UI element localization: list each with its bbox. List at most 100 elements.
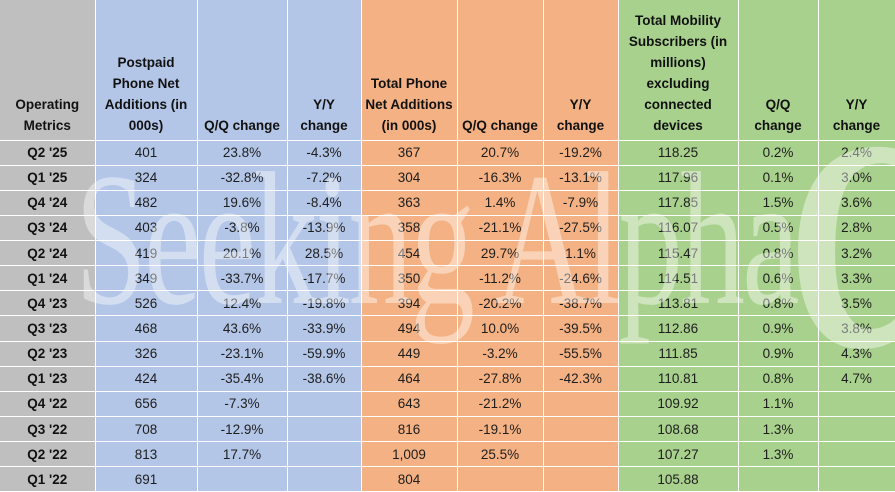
cell-total-mobility-subscribers: 117.85 xyxy=(618,190,739,216)
table-row: Q3 '22 708 -12.9% 816 -19.1% 108.68 1.3% xyxy=(0,416,895,443)
cell-mobility-qq-change: 0.6% xyxy=(738,265,819,292)
cell-mobility-yy-change xyxy=(818,391,895,418)
cell-total-phone-qq-change: -3.2% xyxy=(457,341,544,367)
cell-total-phone-qq-change: -16.3% xyxy=(457,165,544,191)
cell-quarter: Q2 '23 xyxy=(0,341,96,367)
cell-total-phone-yy-change: -39.5% xyxy=(543,315,619,342)
cell-quarter: Q4 '24 xyxy=(0,190,96,216)
cell-total-phone-qq-change: -11.2% xyxy=(457,265,544,292)
table-row: Q1 '23 424 -35.4% -38.6% 464 -27.8% -42.3% 110.… xyxy=(0,366,895,392)
cell-total-phone-yy-change: -19.2% xyxy=(543,140,619,166)
cell-postpaid-net-adds: 526 xyxy=(95,290,198,317)
cell-total-phone-qq-change: 1.4% xyxy=(457,190,544,216)
table-row: Q4 '24 482 19.6% -8.4% 363 1.4% -7.9% 117.85 1.5… xyxy=(0,190,895,216)
cell-mobility-qq-change: 0.1% xyxy=(738,165,819,191)
cell-mobility-qq-change: 1.5% xyxy=(738,190,819,216)
cell-postpaid-yy-change: -33.9% xyxy=(287,315,362,342)
cell-postpaid-yy-change xyxy=(287,416,362,443)
cell-mobility-qq-change: 0.2% xyxy=(738,140,819,166)
header-postpaid-net-adds: Postpaid Phone Net Additions (in 000s) xyxy=(95,0,198,141)
cell-postpaid-yy-change xyxy=(287,391,362,418)
table-row: Q1 '25 324 -32.8% -7.2% 304 -16.3% -13.1% 117.9… xyxy=(0,165,895,191)
cell-total-phone-qq-change: -21.1% xyxy=(457,215,544,242)
cell-total-phone-net-adds: 304 xyxy=(361,165,458,191)
cell-total-phone-yy-change: -24.6% xyxy=(543,265,619,292)
cell-postpaid-qq-change: -23.1% xyxy=(197,341,288,367)
cell-postpaid-yy-change: -19.8% xyxy=(287,290,362,317)
cell-total-phone-net-adds: 816 xyxy=(361,416,458,443)
cell-postpaid-qq-change: 19.6% xyxy=(197,190,288,216)
cell-postpaid-net-adds: 324 xyxy=(95,165,198,191)
cell-quarter: Q2 '24 xyxy=(0,240,96,267)
cell-postpaid-yy-change: -38.6% xyxy=(287,366,362,392)
cell-postpaid-net-adds: 326 xyxy=(95,341,198,367)
cell-quarter: Q1 '24 xyxy=(0,265,96,292)
cell-total-mobility-subscribers: 107.27 xyxy=(618,441,739,468)
cell-total-phone-yy-change: -42.3% xyxy=(543,366,619,392)
cell-postpaid-yy-change xyxy=(287,441,362,468)
cell-total-phone-net-adds: 454 xyxy=(361,240,458,267)
cell-mobility-yy-change: 3.6% xyxy=(818,190,895,216)
cell-postpaid-net-adds: 349 xyxy=(95,265,198,292)
cell-quarter: Q2 '22 xyxy=(0,441,96,468)
cell-postpaid-qq-change: -35.4% xyxy=(197,366,288,392)
cell-total-phone-yy-change xyxy=(543,466,619,492)
cell-mobility-qq-change: 1.3% xyxy=(738,441,819,468)
cell-postpaid-yy-change: 28.5% xyxy=(287,240,362,267)
cell-mobility-yy-change: 3.3% xyxy=(818,265,895,292)
cell-postpaid-qq-change xyxy=(197,466,288,492)
cell-total-phone-net-adds: 363 xyxy=(361,190,458,216)
cell-quarter: Q3 '23 xyxy=(0,315,96,342)
cell-postpaid-qq-change: -3.8% xyxy=(197,215,288,242)
cell-mobility-qq-change: 0.8% xyxy=(738,240,819,267)
cell-total-mobility-subscribers: 117.96 xyxy=(618,165,739,191)
cell-postpaid-net-adds: 691 xyxy=(95,466,198,492)
cell-total-phone-qq-change: 20.7% xyxy=(457,140,544,166)
header-postpaid-qq-change: Q/Q change xyxy=(197,0,288,141)
cell-total-mobility-subscribers: 113.81 xyxy=(618,290,739,317)
cell-quarter: Q4 '23 xyxy=(0,290,96,317)
cell-quarter: Q2 '25 xyxy=(0,140,96,166)
cell-total-phone-yy-change: -27.5% xyxy=(543,215,619,242)
cell-postpaid-qq-change: -32.8% xyxy=(197,165,288,191)
cell-mobility-yy-change: 3.0% xyxy=(818,165,895,191)
header-total-mobility-subscribers: Total Mobility Subscribers (in millions)… xyxy=(618,0,739,141)
cell-total-phone-yy-change: -38.7% xyxy=(543,290,619,317)
cell-total-phone-qq-change: 10.0% xyxy=(457,315,544,342)
cell-postpaid-qq-change: 17.7% xyxy=(197,441,288,468)
cell-postpaid-net-adds: 468 xyxy=(95,315,198,342)
cell-total-phone-qq-change: -20.2% xyxy=(457,290,544,317)
cell-postpaid-net-adds: 482 xyxy=(95,190,198,216)
cell-quarter: Q4 '22 xyxy=(0,391,96,418)
cell-total-phone-yy-change: -7.9% xyxy=(543,190,619,216)
cell-mobility-qq-change: 1.3% xyxy=(738,416,819,443)
header-row: Operating Metrics Postpaid Phone Net Add… xyxy=(0,0,895,141)
header-mobility-yy-change: Y/Y change xyxy=(818,0,895,141)
cell-mobility-yy-change: 4.3% xyxy=(818,341,895,367)
table-row: Q4 '23 526 12.4% -19.8% 394 -20.2% -38.7% 113.8… xyxy=(0,290,895,317)
table-row: Q2 '25 401 23.8% -4.3% 367 20.7% -19.2% 118.25 0… xyxy=(0,140,895,166)
cell-postpaid-yy-change: -8.4% xyxy=(287,190,362,216)
cell-mobility-qq-change: 0.5% xyxy=(738,215,819,242)
cell-mobility-qq-change: 0.9% xyxy=(738,341,819,367)
cell-postpaid-yy-change xyxy=(287,466,362,492)
cell-postpaid-qq-change: -7.3% xyxy=(197,391,288,418)
table-row: Q2 '23 326 -23.1% -59.9% 449 -3.2% -55.5% 111.8… xyxy=(0,341,895,367)
cell-postpaid-qq-change: -12.9% xyxy=(197,416,288,443)
cell-total-phone-net-adds: 358 xyxy=(361,215,458,242)
cell-mobility-yy-change: 3.2% xyxy=(818,240,895,267)
cell-total-mobility-subscribers: 115.47 xyxy=(618,240,739,267)
cell-total-mobility-subscribers: 109.92 xyxy=(618,391,739,418)
cell-total-mobility-subscribers: 108.68 xyxy=(618,416,739,443)
cell-total-mobility-subscribers: 112.86 xyxy=(618,315,739,342)
header-total-phone-qq-change: Q/Q change xyxy=(457,0,544,141)
cell-total-phone-net-adds: 350 xyxy=(361,265,458,292)
header-total-phone-net-adds: Total Phone Net Additions (in 000s) xyxy=(361,0,458,141)
cell-total-phone-net-adds: 1,009 xyxy=(361,441,458,468)
cell-total-phone-yy-change xyxy=(543,441,619,468)
cell-mobility-qq-change: 0.8% xyxy=(738,290,819,317)
cell-postpaid-net-adds: 403 xyxy=(95,215,198,242)
cell-postpaid-yy-change: -59.9% xyxy=(287,341,362,367)
cell-postpaid-net-adds: 656 xyxy=(95,391,198,418)
cell-total-phone-qq-change: 29.7% xyxy=(457,240,544,267)
